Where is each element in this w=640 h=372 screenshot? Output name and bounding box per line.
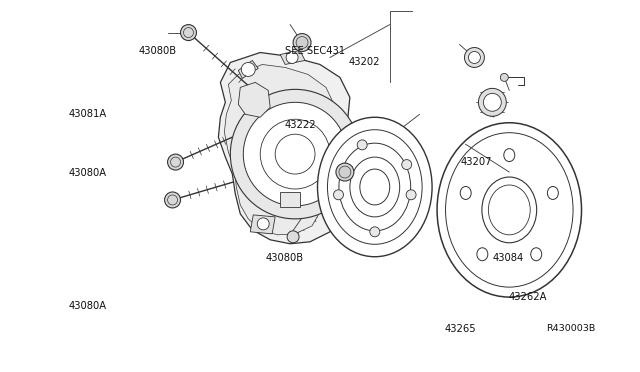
Circle shape [483, 93, 501, 111]
Circle shape [468, 51, 481, 64]
Text: SEE SEC431: SEE SEC431 [285, 46, 345, 56]
Text: 43202: 43202 [349, 57, 380, 67]
Circle shape [339, 166, 351, 178]
Text: 43080B: 43080B [138, 46, 177, 56]
Ellipse shape [328, 130, 422, 244]
Circle shape [241, 62, 255, 76]
Ellipse shape [504, 149, 515, 161]
Circle shape [406, 190, 416, 200]
Text: R430003B: R430003B [547, 324, 596, 333]
Circle shape [260, 119, 330, 189]
Ellipse shape [531, 248, 541, 261]
Circle shape [287, 231, 299, 243]
Circle shape [296, 36, 308, 48]
Circle shape [293, 33, 311, 51]
Circle shape [465, 48, 484, 67]
Ellipse shape [482, 177, 537, 243]
Circle shape [168, 154, 184, 170]
Polygon shape [238, 82, 270, 117]
Ellipse shape [350, 157, 400, 217]
Polygon shape [225, 64, 334, 235]
Polygon shape [218, 52, 350, 244]
Circle shape [243, 102, 347, 206]
Circle shape [168, 195, 177, 205]
Ellipse shape [445, 133, 573, 287]
Circle shape [230, 89, 360, 219]
Text: 43222: 43222 [285, 120, 317, 130]
Polygon shape [280, 51, 305, 64]
Circle shape [479, 89, 506, 116]
Text: 43080A: 43080A [68, 168, 106, 178]
Circle shape [275, 134, 315, 174]
Ellipse shape [488, 185, 530, 235]
Ellipse shape [460, 186, 471, 199]
Ellipse shape [317, 117, 432, 257]
Polygon shape [238, 61, 258, 78]
Circle shape [402, 160, 412, 170]
Text: 43080B: 43080B [266, 253, 304, 263]
Text: 43265: 43265 [444, 324, 476, 334]
Circle shape [286, 51, 298, 64]
Circle shape [164, 192, 180, 208]
Ellipse shape [477, 248, 488, 261]
Ellipse shape [339, 143, 411, 231]
Text: 43081A: 43081A [68, 109, 106, 119]
Circle shape [257, 218, 269, 230]
Circle shape [171, 157, 180, 167]
Text: 43207: 43207 [460, 157, 492, 167]
Circle shape [336, 163, 354, 181]
Ellipse shape [547, 186, 558, 199]
Text: 43262A: 43262A [508, 292, 547, 302]
Circle shape [184, 28, 193, 38]
Text: 43080A: 43080A [68, 301, 106, 311]
Circle shape [357, 140, 367, 150]
Circle shape [500, 73, 508, 81]
Polygon shape [280, 192, 300, 207]
Circle shape [333, 190, 344, 200]
Ellipse shape [437, 123, 582, 297]
Text: 43084: 43084 [492, 253, 524, 263]
Circle shape [180, 25, 196, 41]
Ellipse shape [360, 169, 390, 205]
Polygon shape [250, 215, 275, 234]
Circle shape [370, 227, 380, 237]
